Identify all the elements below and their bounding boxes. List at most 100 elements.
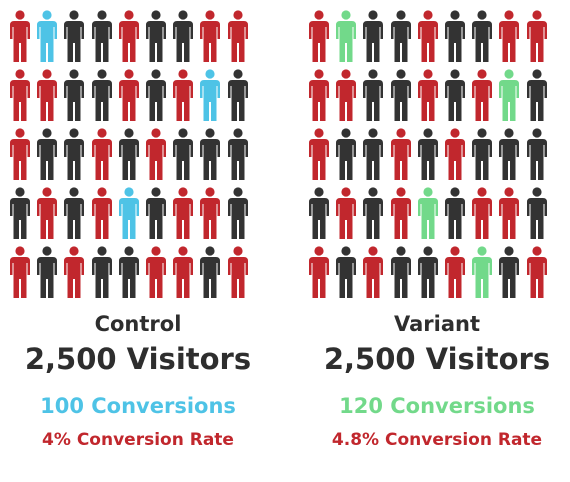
person-icon	[62, 187, 86, 241]
person-icon	[171, 246, 195, 300]
variant-stats: Variant 2,500 Visitors 120 Conversions 4…	[307, 310, 567, 452]
variant-conversion-rate: 4.8% Conversion Rate	[331, 430, 543, 450]
person-icon	[117, 246, 141, 300]
person-icon	[171, 128, 195, 182]
person-icon	[416, 69, 440, 123]
person-icon	[525, 69, 549, 123]
variant-visitors: 2,500 Visitors	[323, 342, 551, 376]
person-icon	[198, 246, 222, 300]
control-conversions: 100 Conversions	[40, 394, 236, 418]
person-icon	[470, 10, 494, 64]
person-icon	[35, 69, 59, 123]
person-icon	[226, 10, 250, 64]
control-visitors: 2,500 Visitors	[24, 342, 252, 376]
person-icon	[144, 69, 168, 123]
person-icon	[389, 246, 413, 300]
person-icon	[416, 246, 440, 300]
person-icon	[117, 187, 141, 241]
person-icon	[171, 69, 195, 123]
person-icon	[144, 246, 168, 300]
person-icon	[90, 69, 114, 123]
person-icon	[470, 187, 494, 241]
person-icon	[90, 128, 114, 182]
person-icon	[443, 187, 467, 241]
person-icon	[8, 10, 32, 64]
person-icon	[497, 187, 521, 241]
person-icon	[334, 128, 358, 182]
person-icon	[171, 187, 195, 241]
person-icon	[525, 187, 549, 241]
person-icon	[389, 128, 413, 182]
person-icon	[497, 128, 521, 182]
person-icon	[416, 128, 440, 182]
person-icon	[307, 10, 331, 64]
person-icon	[525, 128, 549, 182]
person-icon	[226, 128, 250, 182]
person-icon	[497, 69, 521, 123]
person-icon	[8, 187, 32, 241]
person-icon	[198, 69, 222, 123]
person-icon	[497, 246, 521, 300]
person-icon	[334, 246, 358, 300]
person-icon	[198, 187, 222, 241]
control-conversion-rate: 4% Conversion Rate	[42, 430, 234, 450]
person-icon	[334, 187, 358, 241]
person-icon	[361, 128, 385, 182]
person-icon	[62, 246, 86, 300]
control-figure-grid	[8, 10, 268, 300]
person-icon	[35, 246, 59, 300]
person-icon	[389, 187, 413, 241]
person-icon	[144, 187, 168, 241]
person-icon	[443, 128, 467, 182]
person-icon	[525, 246, 549, 300]
person-icon	[35, 128, 59, 182]
person-icon	[389, 69, 413, 123]
control-label: Control	[94, 312, 182, 336]
person-icon	[8, 246, 32, 300]
person-icon	[361, 187, 385, 241]
person-icon	[307, 187, 331, 241]
person-icon	[361, 246, 385, 300]
person-icon	[117, 69, 141, 123]
person-icon	[62, 69, 86, 123]
person-icon	[226, 187, 250, 241]
person-icon	[307, 69, 331, 123]
person-icon	[144, 10, 168, 64]
control-stats: Control 2,500 Visitors 100 Conversions 4…	[8, 310, 268, 452]
person-icon	[90, 10, 114, 64]
person-icon	[470, 69, 494, 123]
person-icon	[117, 10, 141, 64]
person-icon	[443, 69, 467, 123]
person-icon	[443, 10, 467, 64]
person-icon	[226, 69, 250, 123]
person-icon	[35, 187, 59, 241]
person-icon	[334, 69, 358, 123]
person-icon	[416, 10, 440, 64]
person-icon	[8, 69, 32, 123]
person-icon	[334, 10, 358, 64]
variant-panel: Variant 2,500 Visitors 120 Conversions 4…	[307, 0, 567, 482]
person-icon	[307, 246, 331, 300]
person-icon	[389, 10, 413, 64]
person-icon	[497, 10, 521, 64]
person-icon	[416, 187, 440, 241]
person-icon	[8, 128, 32, 182]
person-icon	[198, 128, 222, 182]
person-icon	[470, 128, 494, 182]
variant-figure-grid	[307, 10, 567, 300]
person-icon	[90, 246, 114, 300]
person-icon	[90, 187, 114, 241]
variant-label: Variant	[394, 312, 480, 336]
person-icon	[470, 246, 494, 300]
control-panel: Control 2,500 Visitors 100 Conversions 4…	[8, 0, 268, 482]
person-icon	[62, 128, 86, 182]
person-icon	[117, 128, 141, 182]
variant-conversions: 120 Conversions	[339, 394, 535, 418]
person-icon	[144, 128, 168, 182]
person-icon	[35, 10, 59, 64]
person-icon	[443, 246, 467, 300]
person-icon	[62, 10, 86, 64]
person-icon	[525, 10, 549, 64]
person-icon	[171, 10, 195, 64]
person-icon	[307, 128, 331, 182]
